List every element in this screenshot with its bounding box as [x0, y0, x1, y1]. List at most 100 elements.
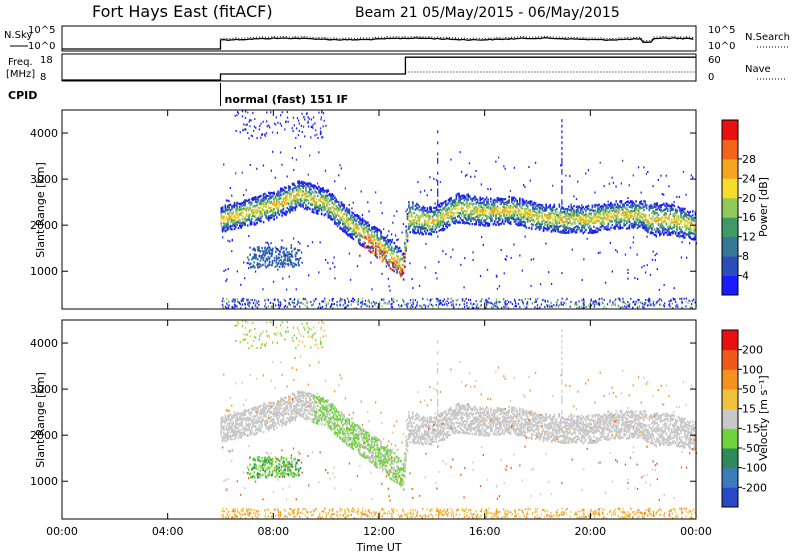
power-echo-cell [683, 171, 684, 173]
power-echo-cell [223, 219, 225, 221]
power-echo-cell [647, 231, 649, 233]
power-echo-cell [524, 186, 525, 188]
power-echo-cell [396, 271, 398, 273]
freq-label: Freq. [8, 57, 33, 68]
power-echo-cell [240, 227, 242, 229]
power-echo-cell [584, 214, 586, 216]
power-echo-cell [556, 211, 558, 213]
power-echo-cell [565, 232, 567, 234]
power-echo-cell [242, 205, 244, 207]
power-echo-cell [272, 248, 274, 250]
power-echo-cell [425, 233, 427, 235]
power-echo-cell [371, 231, 373, 233]
power-echo-cell [260, 123, 261, 125]
power-echo-cell [273, 208, 275, 210]
power-echo-cell [666, 215, 668, 217]
power-echo-cell [260, 137, 261, 139]
power-echo-cell [408, 228, 410, 230]
power-echo-cell [281, 125, 282, 127]
power-echo-cell [248, 216, 250, 218]
power-echo-cell [248, 137, 249, 139]
power-echo-cell [528, 166, 529, 168]
power-echo-cell [325, 207, 327, 209]
power-echo-cell [337, 225, 339, 227]
power-echo-cell [242, 222, 244, 224]
power-echo-cell [519, 210, 521, 212]
power-echo-cell [365, 242, 367, 244]
power-echo-cell [231, 228, 233, 230]
power-echo-cell [646, 214, 648, 216]
power-echo-cell [481, 221, 483, 223]
power-echo-cell [362, 221, 364, 223]
power-echo-cell [689, 236, 691, 238]
power-echo-cell [685, 194, 686, 196]
power-echo-cell [436, 179, 437, 181]
power-echo-cell [507, 204, 509, 206]
power-echo-cell [424, 207, 426, 209]
power-echo-cell [431, 233, 433, 235]
power-echo-cell [679, 208, 681, 210]
power-echo-cell [273, 212, 275, 214]
power-echo-cell [664, 220, 666, 222]
power-echo-cell [226, 215, 228, 217]
power-echo-cell [483, 220, 485, 222]
power-echo-cell [387, 252, 389, 254]
power-echo-cell [510, 223, 512, 225]
power-echo-cell [248, 202, 250, 204]
power-echo-cell [654, 203, 656, 205]
power-echo-cell [257, 246, 259, 248]
power-echo-cell [653, 301, 654, 303]
power-echo-cell [514, 200, 516, 202]
power-echo-cell [337, 219, 339, 221]
power-echo-cell [552, 229, 554, 231]
power-echo-cell [674, 226, 676, 228]
power-echo-cell [386, 255, 388, 257]
power-echo-cell [515, 223, 517, 225]
power-echo-cell [547, 217, 549, 219]
power-echo-cell [691, 174, 692, 176]
power-echo-cell [391, 298, 392, 300]
power-echo-cell [289, 187, 291, 189]
power-echo-cell [597, 218, 599, 220]
power-echo-cell [658, 214, 660, 216]
power-echo-cell [585, 213, 587, 215]
power-echo-cell [540, 215, 542, 217]
power-echo-cell [445, 210, 447, 212]
power-echo-cell [676, 196, 677, 198]
power-echo-cell [420, 226, 422, 228]
power-echo-cell [692, 176, 693, 178]
power-echo-cell [457, 193, 459, 195]
power-echo-cell [260, 255, 262, 257]
power-echo-cell [388, 239, 390, 241]
power-echo-cell [409, 231, 411, 233]
power-echo-cell [303, 117, 304, 119]
power-echo-cell [298, 264, 300, 266]
power-echo-cell [576, 231, 578, 233]
power-echo-cell [452, 202, 454, 204]
power-echo-cell [288, 199, 290, 201]
power-echo-cell [483, 224, 485, 226]
power-echo-cell [350, 235, 352, 237]
cpid-mode-label: normal (fast) 151 IF [225, 93, 349, 106]
power-echo-cell [405, 249, 407, 251]
power-echo-cell [602, 207, 604, 209]
power-echo-cell [464, 210, 466, 212]
power-echo-cell [407, 240, 409, 242]
power-echo-cell [363, 228, 365, 230]
power-echo-cell [368, 228, 370, 230]
power-echo-cell [276, 197, 278, 199]
power-echo-cell [464, 195, 466, 197]
power-echo-cell [489, 208, 491, 210]
power-echo-cell [262, 254, 264, 256]
power-echo-cell [296, 206, 298, 208]
power-echo-cell [542, 212, 544, 214]
power-echo-cell [449, 224, 451, 226]
power-echo-cell [684, 236, 686, 238]
power-echo-cell [423, 211, 425, 213]
power-echo-cell [298, 260, 300, 262]
power-echo-cell [660, 204, 662, 206]
power-echo-cell [288, 202, 290, 204]
power-echo-cell [429, 176, 430, 178]
power-echo-cell [608, 201, 609, 203]
